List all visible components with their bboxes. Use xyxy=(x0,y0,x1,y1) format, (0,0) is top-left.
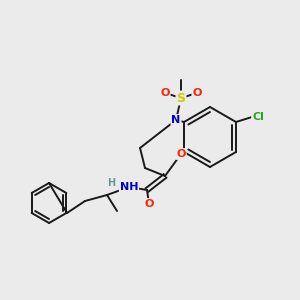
Text: S: S xyxy=(176,92,185,104)
Text: O: O xyxy=(160,88,170,98)
Text: O: O xyxy=(144,199,154,209)
Text: O: O xyxy=(176,149,186,159)
Text: Cl: Cl xyxy=(252,112,264,122)
Text: H: H xyxy=(107,178,115,188)
Text: N: N xyxy=(171,115,181,125)
Text: O: O xyxy=(192,88,202,98)
Text: NH: NH xyxy=(120,182,138,192)
